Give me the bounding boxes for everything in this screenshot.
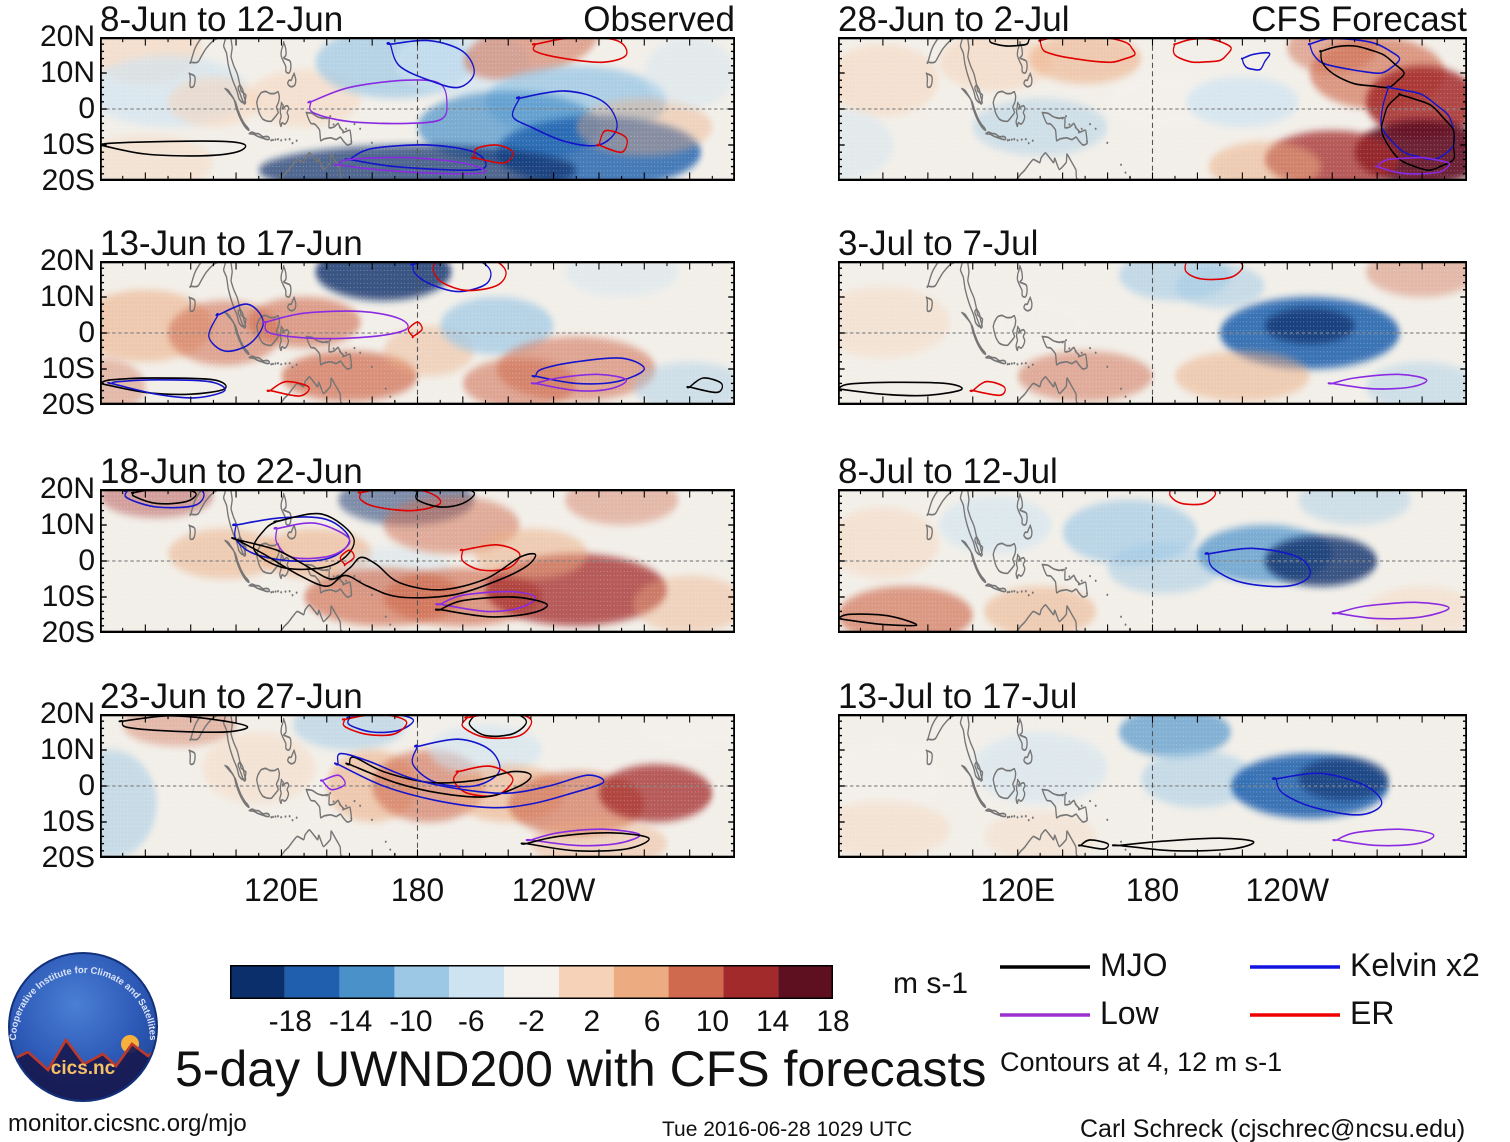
svg-text:cics.nc: cics.nc	[51, 1058, 116, 1079]
